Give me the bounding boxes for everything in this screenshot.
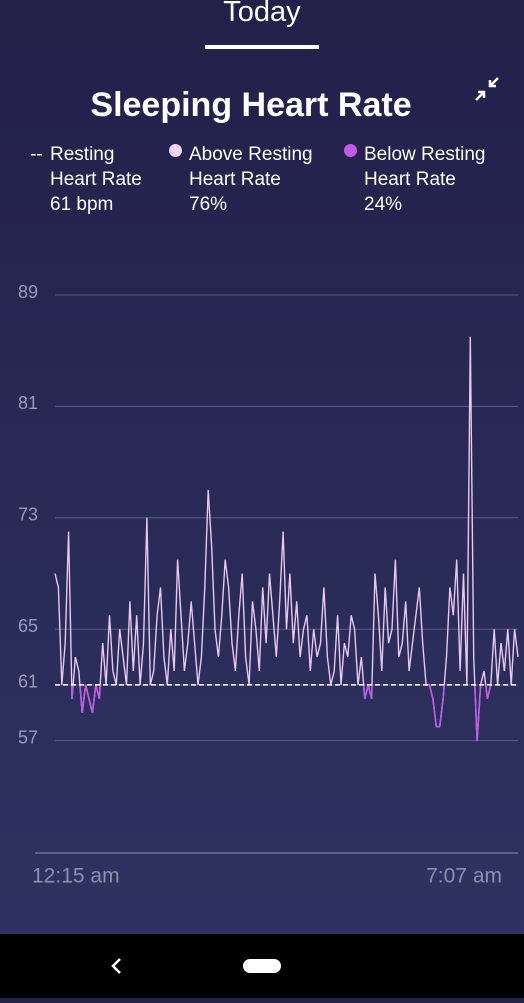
legend-name: Resting Heart Rate xyxy=(50,144,142,190)
y-tick-label: 61 xyxy=(18,672,38,692)
collapse-icon[interactable] xyxy=(472,74,502,104)
x-tick-label: 12:15 am xyxy=(32,865,120,888)
chart-title: Sleeping Heart Rate xyxy=(90,86,412,124)
chart: 57 61 65 73 81 89 12:15 am 7:07 am xyxy=(18,282,519,888)
below-resting-line xyxy=(60,684,513,741)
legend-item: Below Resting Heart Rate 24% xyxy=(364,142,509,217)
home-button[interactable] xyxy=(243,959,281,973)
legend-name: Above Resting Heart Rate xyxy=(189,144,313,190)
y-tick-label: 89 xyxy=(18,282,38,302)
y-tick-label: 65 xyxy=(18,616,38,636)
y-tick-label: 81 xyxy=(18,393,38,413)
legend-item: Resting Heart Rate 61 bpm xyxy=(50,142,160,217)
back-button[interactable] xyxy=(111,958,121,974)
legend-dot xyxy=(344,144,357,157)
legend-value: 61 bpm xyxy=(50,194,114,215)
heart-rate-line xyxy=(54,336,519,741)
nav-bar xyxy=(0,934,524,998)
legend-value: 76% xyxy=(189,194,228,215)
legend-marker: -- xyxy=(30,144,43,165)
legend-name: Below Resting Heart Rate xyxy=(364,144,486,190)
legend-dot xyxy=(169,144,182,157)
y-tick-label: 73 xyxy=(18,505,38,525)
legend-item: Above Resting Heart Rate 76% xyxy=(189,142,334,217)
y-tick-label: 57 xyxy=(18,727,38,747)
x-tick-label: 7:07 am xyxy=(426,865,502,888)
legend-value: 24% xyxy=(364,194,403,215)
nav-icons xyxy=(111,958,281,974)
tab-today[interactable]: Today xyxy=(223,0,301,28)
tab-underline xyxy=(205,45,319,49)
